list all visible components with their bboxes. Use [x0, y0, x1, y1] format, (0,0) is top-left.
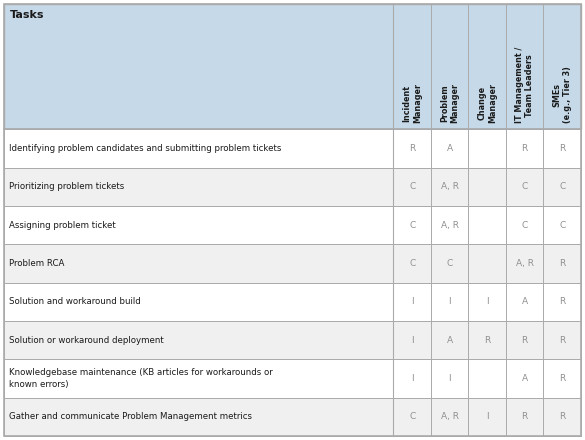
- Text: Solution or workaround deployment: Solution or workaround deployment: [9, 336, 164, 345]
- Text: Gather and communicate Problem Management metrics: Gather and communicate Problem Managemen…: [9, 412, 252, 422]
- Text: R: R: [559, 259, 565, 268]
- Text: A: A: [447, 336, 453, 345]
- Text: Tasks: Tasks: [10, 10, 44, 20]
- Text: I: I: [411, 374, 414, 383]
- Bar: [4, 398, 581, 436]
- Bar: [4, 168, 581, 206]
- Text: R: R: [522, 412, 528, 422]
- Text: C: C: [559, 220, 565, 230]
- Text: Problem RCA: Problem RCA: [9, 259, 64, 268]
- Text: R: R: [559, 297, 565, 306]
- Text: I: I: [449, 374, 451, 383]
- Text: A, R: A, R: [441, 182, 459, 191]
- Bar: [4, 129, 581, 168]
- Bar: [4, 282, 581, 321]
- Text: I: I: [486, 412, 488, 422]
- Text: IT Management /
Team Leaders: IT Management / Team Leaders: [515, 47, 535, 123]
- Text: A: A: [522, 374, 528, 383]
- Text: I: I: [411, 297, 414, 306]
- Text: C: C: [409, 259, 415, 268]
- Text: Prioritizing problem tickets: Prioritizing problem tickets: [9, 182, 124, 191]
- Text: C: C: [522, 182, 528, 191]
- Text: Change
Manager: Change Manager: [477, 83, 497, 123]
- Text: A, R: A, R: [516, 259, 534, 268]
- Text: R: R: [409, 144, 415, 153]
- Text: Identifying problem candidates and submitting problem tickets: Identifying problem candidates and submi…: [9, 144, 281, 153]
- Text: A, R: A, R: [441, 412, 459, 422]
- Text: Problem
Manager: Problem Manager: [440, 83, 459, 123]
- Text: C: C: [409, 412, 415, 422]
- Text: R: R: [559, 336, 565, 345]
- Text: R: R: [522, 144, 528, 153]
- Text: C: C: [522, 220, 528, 230]
- Text: A: A: [522, 297, 528, 306]
- Text: R: R: [522, 336, 528, 345]
- Text: Incident
Manager: Incident Manager: [402, 83, 422, 123]
- Text: I: I: [411, 336, 414, 345]
- Text: A, R: A, R: [441, 220, 459, 230]
- Text: R: R: [559, 374, 565, 383]
- Text: R: R: [559, 144, 565, 153]
- Text: Knowledgebase maintenance (KB articles for workarounds or
known errors): Knowledgebase maintenance (KB articles f…: [9, 368, 273, 389]
- Text: I: I: [449, 297, 451, 306]
- Text: R: R: [484, 336, 490, 345]
- Text: Assigning problem ticket: Assigning problem ticket: [9, 220, 116, 230]
- Text: Solution and workaround build: Solution and workaround build: [9, 297, 141, 306]
- Text: R: R: [559, 412, 565, 422]
- Text: A: A: [447, 144, 453, 153]
- Text: C: C: [409, 220, 415, 230]
- Text: SMEs
(e.g., Tier 3): SMEs (e.g., Tier 3): [553, 66, 572, 123]
- Text: C: C: [409, 182, 415, 191]
- Text: I: I: [486, 297, 488, 306]
- Bar: [4, 359, 581, 398]
- Bar: [4, 244, 581, 282]
- Text: C: C: [446, 259, 453, 268]
- Bar: [4, 321, 581, 359]
- Text: C: C: [559, 182, 565, 191]
- Bar: [4, 206, 581, 244]
- Bar: [4, 4, 581, 129]
